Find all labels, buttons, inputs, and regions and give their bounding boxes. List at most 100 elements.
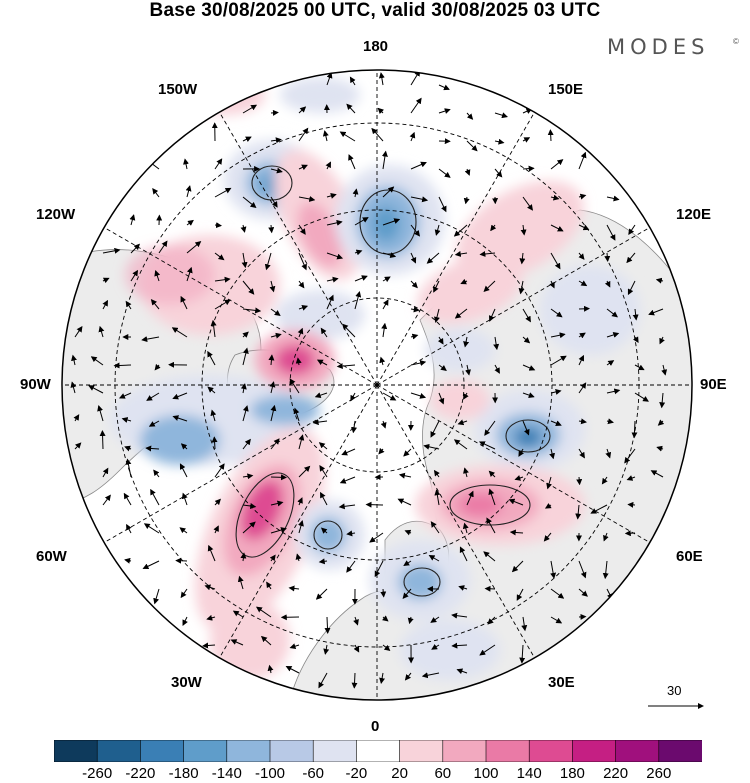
wind-vector [578,224,590,231]
contour [505,419,551,453]
wind-vector [298,520,304,534]
wind-vector [336,363,356,370]
wind-vector [182,616,188,626]
colorbar-swatch [658,740,702,762]
wind-vector [365,501,384,508]
wind-vector [126,523,132,534]
wind-vector [319,465,328,478]
wind-vector [320,327,328,338]
wind-vector [590,504,608,514]
wind-vector [626,252,636,264]
wind-vector [438,364,447,372]
wind-vector [298,164,308,171]
wind-vector [130,243,140,254]
wind-vector [183,158,189,170]
contour [313,520,343,550]
wind-vector [550,616,563,624]
copyright-mark: © [733,37,739,46]
wind-vector [604,280,611,288]
wind-vector [242,331,249,338]
wind-vector [102,247,121,254]
wind-vector [346,560,356,573]
wind-vector [464,168,471,176]
wind-vector [298,252,307,271]
wind-vector [430,420,440,438]
wind-vector [298,465,311,478]
wind-vector [606,195,620,202]
wind-vector [451,642,468,649]
wind-vector [214,498,221,506]
wind-vector [242,136,252,143]
wind-vector [626,475,636,481]
wind-vector [207,386,216,394]
wind-vector [354,275,368,282]
negative-anomaly [310,517,346,553]
wind-vector [298,280,305,289]
wind-vector [382,218,401,226]
wind-vector [466,490,474,506]
label-60e: 60E [676,548,703,565]
wind-vector [298,224,306,235]
wind-vector [153,588,160,605]
wind-vector [659,392,666,409]
wind-vector [270,332,282,339]
wind-vector [318,672,328,689]
wind-vector [549,280,555,289]
wind-vector [124,445,132,452]
wind-vector [318,442,328,450]
positive-anomaly [417,256,523,324]
wind-vector [603,532,609,542]
wind-vector [380,420,387,429]
wind-vector [346,530,356,537]
wind-vector [381,322,388,338]
wind-vector [148,420,160,427]
wind-vector [288,585,300,592]
wind-vector [270,404,277,422]
wind-vector [270,500,284,507]
wind-vector [578,280,588,287]
colorbar-swatch [140,740,185,762]
label-90e: 90E [700,376,727,393]
wind-vector [459,546,468,562]
wind-vector [298,196,316,202]
wind-vector [260,635,272,646]
wind-vector [186,241,202,254]
wind-vector [466,112,474,120]
wind-vector [289,378,300,394]
wind-vector [130,269,139,282]
wind-vector [242,104,258,114]
wind-vector [158,240,168,254]
wind-vector [255,606,272,618]
wind-vector [211,436,218,450]
wind-vector [88,385,104,394]
wind-vector [354,249,363,256]
wind-vector [438,196,447,213]
wind-vector [377,107,384,115]
wind-vector [606,388,621,395]
wind-vector [493,336,500,351]
wind-vector [326,252,344,260]
wind-vector [150,299,160,310]
wind-vector [483,551,496,562]
wind-vector [433,469,440,478]
wind-vector [381,150,388,170]
label-120e: 120E [676,206,712,223]
wind-vector [143,523,160,534]
wind-vector [578,252,585,260]
meridian-line [103,227,378,386]
wind-vector [451,612,468,619]
wind-vector [578,382,587,394]
wind-vector [382,186,395,198]
wind-vector [242,196,257,209]
wind-vector [428,554,440,562]
wind-vector [488,470,496,478]
wind-vector [484,585,496,592]
colorbar-swatch [572,740,617,762]
wind-vector [519,644,526,664]
wind-vector [207,544,216,562]
wind-vector [578,560,587,579]
wind-vector [242,503,257,509]
contour [403,567,441,597]
wind-vector [240,224,247,233]
